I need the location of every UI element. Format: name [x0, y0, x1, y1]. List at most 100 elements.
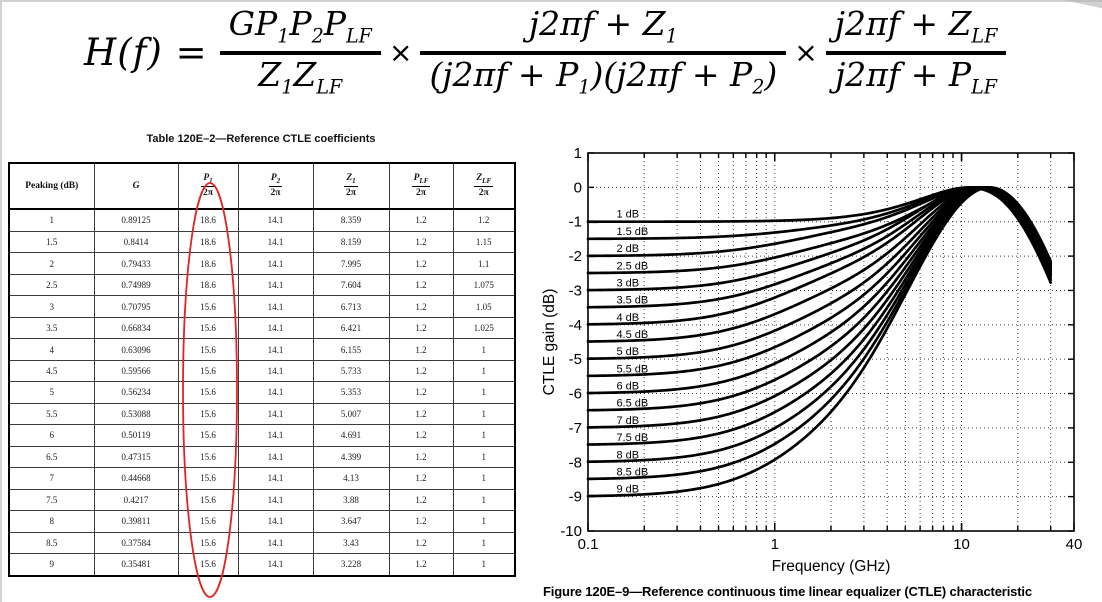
table-row: 9 0.35481 15.6 14.1 3.228 1.2 1: [8, 552, 516, 577]
table-cell: 1: [452, 467, 516, 490]
table-cell: 1: [452, 359, 516, 383]
y-tick-label: -5: [569, 351, 582, 368]
table-cell: 1.2: [388, 445, 454, 469]
curve-label: 9 dB: [616, 484, 639, 496]
curve-label: 6 dB: [616, 381, 639, 393]
table-cell: 1.2: [388, 467, 454, 490]
table-cell: 1.2: [388, 359, 454, 383]
table-cell: 1.2: [388, 230, 454, 254]
table-cell: 1.2: [388, 510, 454, 533]
table-cell: 15.6: [177, 295, 239, 318]
table-cell: 15.6: [177, 381, 239, 404]
table-cell: 0.4217: [93, 488, 179, 512]
table-cell: 3.228: [312, 552, 390, 577]
table-cell: 0.79433: [93, 252, 179, 275]
table-cell: 6.5: [8, 445, 95, 469]
table-cell: 1.025: [452, 316, 516, 340]
table-cell: 14.1: [237, 402, 314, 426]
table-cell: 1.2: [388, 338, 454, 361]
curve-label: 1.5 dB: [616, 226, 648, 238]
table-row: 8.5 0.37584 15.6 14.1 3.43 1.2 1: [8, 531, 516, 554]
curve-label: 6.5 dB: [616, 398, 648, 410]
table-cell: 1.2: [388, 488, 454, 512]
table-cell: 0.66834: [93, 316, 179, 340]
table-cell: 18.6: [177, 208, 239, 232]
table-cell: 18.6: [177, 273, 239, 297]
table-cell: 14.1: [237, 510, 314, 533]
table-row: 2 0.79433 18.6 14.1 7.995 1.2 1.1: [8, 252, 516, 275]
x-tick-label: 10: [953, 536, 970, 553]
table-cell: 14.1: [237, 488, 314, 512]
y-tick-label: -2: [569, 248, 582, 265]
x-tick-label: 1: [771, 536, 779, 553]
table-cell: 14.1: [237, 230, 314, 254]
table-cell: 1: [452, 402, 516, 426]
table-cell: 14.1: [237, 316, 314, 340]
y-tick-label: -10: [560, 523, 582, 540]
table-cell: 0.35481: [93, 552, 179, 577]
table-cell: 14.1: [237, 273, 314, 297]
table-cell: 14.1: [237, 424, 314, 447]
ctle-curve-2dB: [586, 186, 1053, 273]
table-cell: 4.399: [312, 445, 390, 469]
table-cell: 14.1: [237, 295, 314, 318]
curve-label: 8 dB: [616, 449, 639, 461]
x-tick-label: 0.1: [578, 536, 599, 553]
table-cell: 1.2: [388, 316, 454, 340]
table-cell: 0.8414: [93, 230, 179, 254]
table-cell: 1.1: [452, 252, 516, 275]
table-cell: 3.88: [312, 488, 390, 512]
table-cell: 15.6: [177, 316, 239, 340]
table-row: 6 0.50119 15.6 14.1 4.691 1.2 1: [8, 424, 516, 447]
y-tick-label: -7: [569, 420, 582, 437]
table-cell: 0.89125: [93, 208, 179, 232]
table-cell: 1: [452, 552, 516, 577]
table-cell: 7.5: [8, 488, 95, 512]
table-cell: 1.5: [8, 230, 95, 254]
table-cell: 2: [8, 252, 95, 275]
table-cell: 1.2: [388, 381, 454, 404]
table-cell: 4.691: [312, 424, 390, 447]
y-tick-label: 0: [574, 179, 582, 196]
table-cell: 1.2: [388, 252, 454, 275]
table-cell: 14.1: [237, 359, 314, 383]
table-cell: 3.43: [312, 531, 390, 554]
column-header: P2 2π: [237, 162, 314, 210]
table-cell: 1: [452, 510, 516, 533]
y-tick-label: -4: [569, 317, 582, 334]
curve-label: 1 dB: [616, 209, 639, 221]
table-cell: 15.6: [177, 488, 239, 512]
table-row: 3 0.70795 15.6 14.1 6.713 1.2 1.05: [8, 295, 516, 318]
table-cell: 0.53088: [93, 402, 179, 426]
table-cell: 15.6: [177, 402, 239, 426]
table-cell: 18.6: [177, 252, 239, 275]
ctle-coefficients-table: Peaking (dB) G P1 2π P2 2π Z1 2π PLF 2π ZLF 2π 1 0.89…: [8, 162, 516, 577]
table-cell: 1.2: [388, 273, 454, 297]
table-cell: 1.2: [388, 552, 454, 577]
curve-label: 7.5 dB: [616, 432, 648, 444]
x-tick-label: 40: [1066, 536, 1083, 553]
table-cell: 0.37584: [93, 531, 179, 554]
plot-frame: [587, 152, 1075, 532]
table-cell: 14.1: [237, 531, 314, 554]
table-cell: 1: [8, 208, 95, 232]
curve-label: 4.5 dB: [616, 329, 648, 341]
table-cell: 1: [452, 531, 516, 554]
y-tick-label: -1: [569, 214, 582, 231]
table-row: 6.5 0.47315 15.6 14.1 4.399 1.2 1: [8, 445, 516, 469]
table-cell: 1.2: [388, 402, 454, 426]
table-cell: 0.47315: [93, 445, 179, 469]
table-cell: 8.359: [312, 208, 390, 232]
table-cell: 6.713: [312, 295, 390, 318]
curve-label: 5.5 dB: [616, 363, 648, 375]
table-cell: 3.5: [8, 316, 95, 340]
table-cell: 0.74989: [93, 273, 179, 297]
curve-labels: 1 dB 1.5 dB 2 dB 2.5 dB 3 dB 3.5 dB 4 dB 4.5 dB…: [616, 209, 648, 496]
table-cell: 1: [452, 445, 516, 469]
table-cell: 3.647: [312, 510, 390, 533]
x-axis-title: Frequency (GHz): [772, 558, 891, 575]
ctle-gain-chart: 1 dB 1.5 dB 2 dB 2.5 dB 3 dB 3.5 dB 4 dB 4.5 dB…: [541, 145, 1083, 575]
y-tick-label: -9: [569, 489, 582, 506]
table-cell: 14.1: [237, 381, 314, 404]
table-row: 4.5 0.59566 15.6 14.1 5.733 1.2 1: [8, 359, 516, 383]
